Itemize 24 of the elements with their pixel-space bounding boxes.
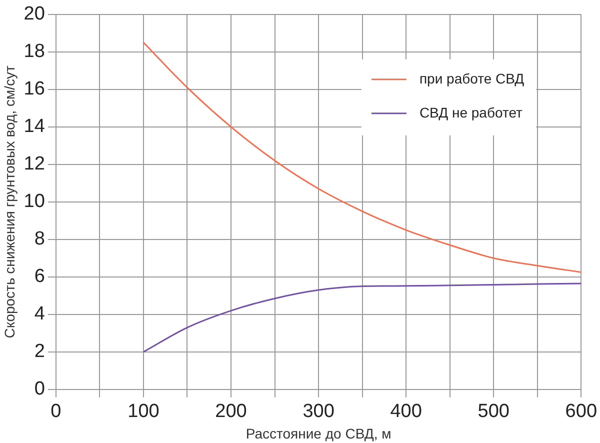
line-series	[142, 42, 582, 273]
x-tick-label: 100	[128, 401, 160, 422]
x-tick-label: 300	[302, 401, 334, 422]
y-tick-label: 12	[24, 154, 45, 175]
y-tick-label: 10	[24, 191, 45, 212]
y-tick-label: 6	[34, 266, 45, 288]
y-axis-title: Скорость снижения грунтовых вод, см/сут	[1, 65, 18, 338]
legend-label: при работе СВД	[419, 70, 525, 86]
x-tick-label: 600	[565, 401, 597, 422]
y-tick-label: 14	[24, 116, 46, 138]
x-tick-label: 400	[390, 401, 422, 422]
y-tick-label: 0	[34, 378, 45, 400]
y-tick-label: 8	[34, 228, 45, 250]
x-tick-label: 500	[478, 401, 510, 422]
x-tick-label: 0	[50, 401, 62, 422]
y-tick-label: 2	[34, 341, 45, 362]
line-series	[142, 282, 582, 353]
y-tick-label: 20	[24, 4, 45, 25]
y-tick-label: 4	[34, 304, 46, 325]
x-tick-label: 200	[215, 401, 247, 422]
y-tick-label: 16	[24, 78, 45, 100]
x-axis-title: Расстояние до СВД, м	[246, 425, 392, 442]
legend-label: СВД не работет	[419, 104, 524, 120]
y-tick-label: 18	[24, 41, 45, 62]
